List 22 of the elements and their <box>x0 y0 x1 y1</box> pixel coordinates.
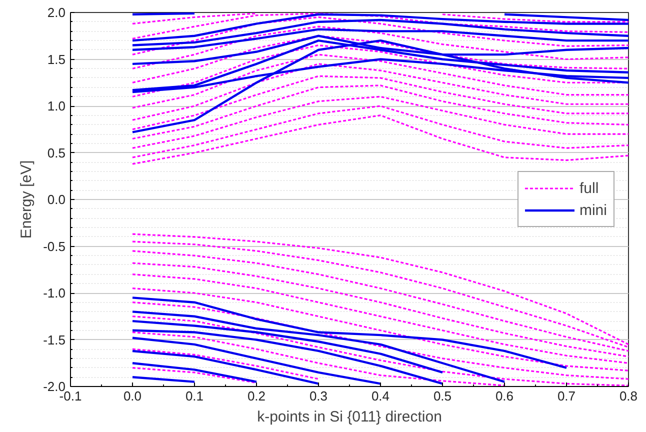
y-tick-label: -0.5 <box>43 238 66 254</box>
y-tick-label: -1.0 <box>43 286 66 300</box>
x-tick-label: 0.8 <box>619 388 638 404</box>
x-tick-label: 0.2 <box>247 388 266 404</box>
legend-label: full <box>579 180 600 196</box>
x-tick-label: 0.1 <box>185 388 204 404</box>
x-axis-title: k-points in Si {011} direction <box>257 408 442 426</box>
y-tick-label: 1.5 <box>47 52 66 67</box>
x-tick-label: 0.3 <box>309 388 328 404</box>
x-tick-label: 0.0 <box>123 388 142 404</box>
y-tick-label: -1.5 <box>43 332 66 348</box>
x-tick-label: 0.5 <box>433 388 452 404</box>
legend-label: mini <box>579 202 607 218</box>
y-tick-label: 0.0 <box>47 192 66 207</box>
x-tick-label: 0.4 <box>371 388 390 404</box>
y-tick-label: 0.5 <box>47 145 66 160</box>
y-axis-title: Energy [eV] <box>18 160 36 239</box>
y-tick-label: 1.0 <box>47 98 66 114</box>
x-tick-label: 0.7 <box>557 388 576 404</box>
y-tick-label: -2.0 <box>43 379 66 394</box>
y-tick-label: 2.0 <box>47 5 66 20</box>
x-tick-label: 0.6 <box>495 388 514 404</box>
